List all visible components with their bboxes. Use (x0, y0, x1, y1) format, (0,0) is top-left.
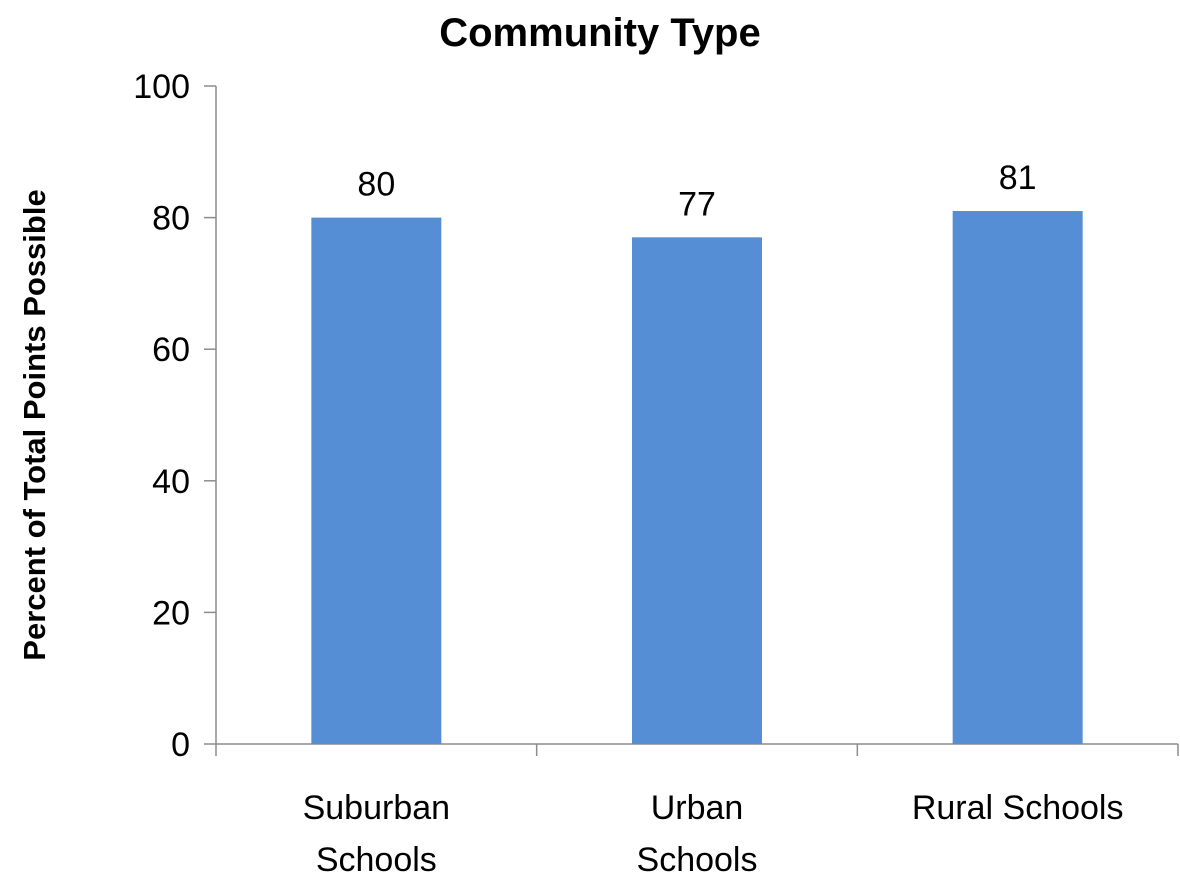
data-label: 80 (357, 166, 395, 204)
x-category-label: Schools (316, 841, 437, 879)
chart-title: Community Type (439, 11, 761, 55)
y-tick-label: 20 (152, 594, 190, 632)
bar (632, 237, 762, 744)
y-tick-label: 0 (171, 726, 190, 764)
y-tick-label: 40 (152, 463, 190, 501)
y-tick-label: 100 (133, 68, 190, 106)
y-tick-label: 60 (152, 331, 190, 369)
plot-area: 0 20 40 60 80 100 80 Suburban Schools 77 Urban Scho… (133, 68, 1179, 879)
data-label: 81 (999, 159, 1037, 197)
bar (311, 217, 442, 745)
x-category-label: Schools (637, 841, 758, 879)
bar (952, 211, 1083, 744)
y-tick-label: 80 (152, 200, 190, 238)
x-category-label: Urban (651, 789, 744, 827)
data-label: 77 (678, 185, 716, 223)
x-category-label: Suburban (303, 789, 450, 827)
x-category-label: Rural Schools (912, 789, 1124, 827)
y-axis-label: Percent of Total Points Possible (17, 189, 52, 660)
